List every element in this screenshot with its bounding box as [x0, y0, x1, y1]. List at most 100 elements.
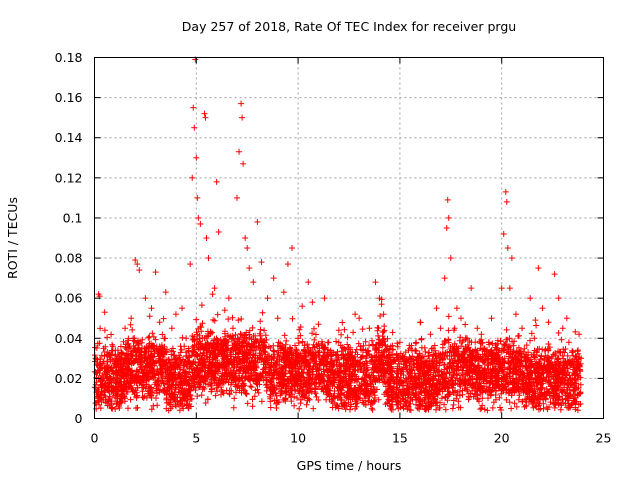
data-point — [191, 124, 198, 131]
data-point — [92, 355, 99, 362]
data-point — [506, 285, 513, 292]
data-point — [380, 311, 387, 318]
data-point — [221, 307, 228, 314]
data-point — [225, 295, 232, 302]
data-point — [527, 295, 534, 302]
data-point — [449, 405, 456, 412]
data-point — [274, 315, 281, 322]
data-point — [441, 275, 448, 282]
data-point — [474, 325, 481, 332]
data-point — [244, 245, 251, 252]
dense-measurement-band — [91, 296, 584, 414]
data-point — [239, 114, 246, 121]
x-tick-label: 10 — [290, 431, 306, 446]
data-point — [183, 335, 190, 342]
x-tick-label: 20 — [494, 431, 510, 446]
data-point — [215, 228, 222, 235]
data-point — [545, 319, 552, 326]
y-tick-label: 0.08 — [55, 251, 83, 266]
noise-layer — [91, 296, 584, 414]
data-point — [194, 194, 201, 201]
data-point — [236, 148, 243, 155]
data-point — [242, 235, 249, 241]
data-point — [179, 305, 186, 312]
data-point — [488, 315, 495, 322]
data-point — [508, 255, 515, 262]
data-point — [250, 279, 257, 286]
data-point — [519, 325, 526, 332]
data-point — [352, 311, 359, 318]
data-point — [378, 301, 385, 308]
data-point — [202, 114, 209, 121]
data-point — [346, 351, 352, 358]
data-point — [576, 331, 583, 338]
data-point — [128, 315, 135, 322]
data-point — [443, 224, 450, 231]
x-tick-label: 15 — [392, 431, 408, 446]
data-point — [264, 295, 271, 302]
data-point — [417, 319, 424, 326]
data-point — [229, 325, 236, 332]
data-point — [101, 309, 108, 316]
data-point — [325, 339, 332, 346]
data-point — [136, 267, 143, 274]
y-tick-label: 0.06 — [55, 291, 83, 306]
data-point — [437, 325, 444, 332]
data-point — [457, 315, 464, 322]
data-point — [447, 255, 454, 262]
data-point — [498, 285, 505, 292]
data-point — [309, 299, 316, 306]
data-point — [335, 327, 342, 334]
data-point — [376, 295, 383, 302]
data-point — [386, 345, 393, 352]
data-point — [563, 315, 570, 322]
y-tick-label: 0.02 — [55, 371, 83, 386]
data-point — [372, 279, 379, 286]
data-point — [240, 160, 247, 167]
data-point — [190, 104, 197, 111]
data-point — [531, 335, 538, 342]
data-point — [195, 214, 202, 221]
data-point — [512, 311, 519, 318]
data-point — [403, 375, 410, 382]
data-point — [305, 279, 312, 286]
data-point — [500, 230, 507, 237]
data-point — [464, 335, 471, 342]
data-point — [187, 261, 194, 268]
data-point — [407, 345, 414, 352]
data-point — [132, 257, 139, 264]
data-point — [148, 305, 155, 312]
data-point — [258, 259, 265, 266]
data-point — [356, 315, 363, 322]
data-point — [535, 265, 542, 272]
data-point — [284, 261, 291, 268]
data-point — [122, 325, 129, 332]
data-point — [574, 365, 581, 372]
y-tick-label: 0.14 — [55, 130, 83, 145]
y-tick-label: 0.18 — [55, 50, 83, 65]
data-point — [156, 319, 163, 326]
y-tick-label: 0.12 — [55, 170, 83, 185]
data-point — [209, 291, 216, 298]
data-point — [288, 245, 295, 252]
data-point — [134, 261, 141, 268]
data-point — [211, 285, 218, 292]
data-point — [172, 311, 179, 318]
x-tick-label: 25 — [596, 431, 612, 446]
data-point — [193, 154, 200, 161]
data-point — [201, 110, 208, 117]
data-point — [427, 331, 434, 338]
data-point — [197, 220, 204, 227]
data-point — [162, 289, 169, 296]
data-point — [503, 198, 510, 205]
data-point — [295, 335, 302, 342]
data-point — [189, 174, 196, 181]
data-point — [203, 235, 210, 241]
data-point — [109, 343, 116, 350]
y-axis-label: ROTI / TECUs — [5, 197, 20, 279]
data-point — [115, 379, 122, 386]
data-point — [234, 194, 241, 201]
data-point — [254, 218, 261, 225]
ticks: 0 5 10 15 20 25 0 0.02 0.04 0.06 0.08 0.1 0.12 0.14 0.… — [55, 50, 612, 446]
